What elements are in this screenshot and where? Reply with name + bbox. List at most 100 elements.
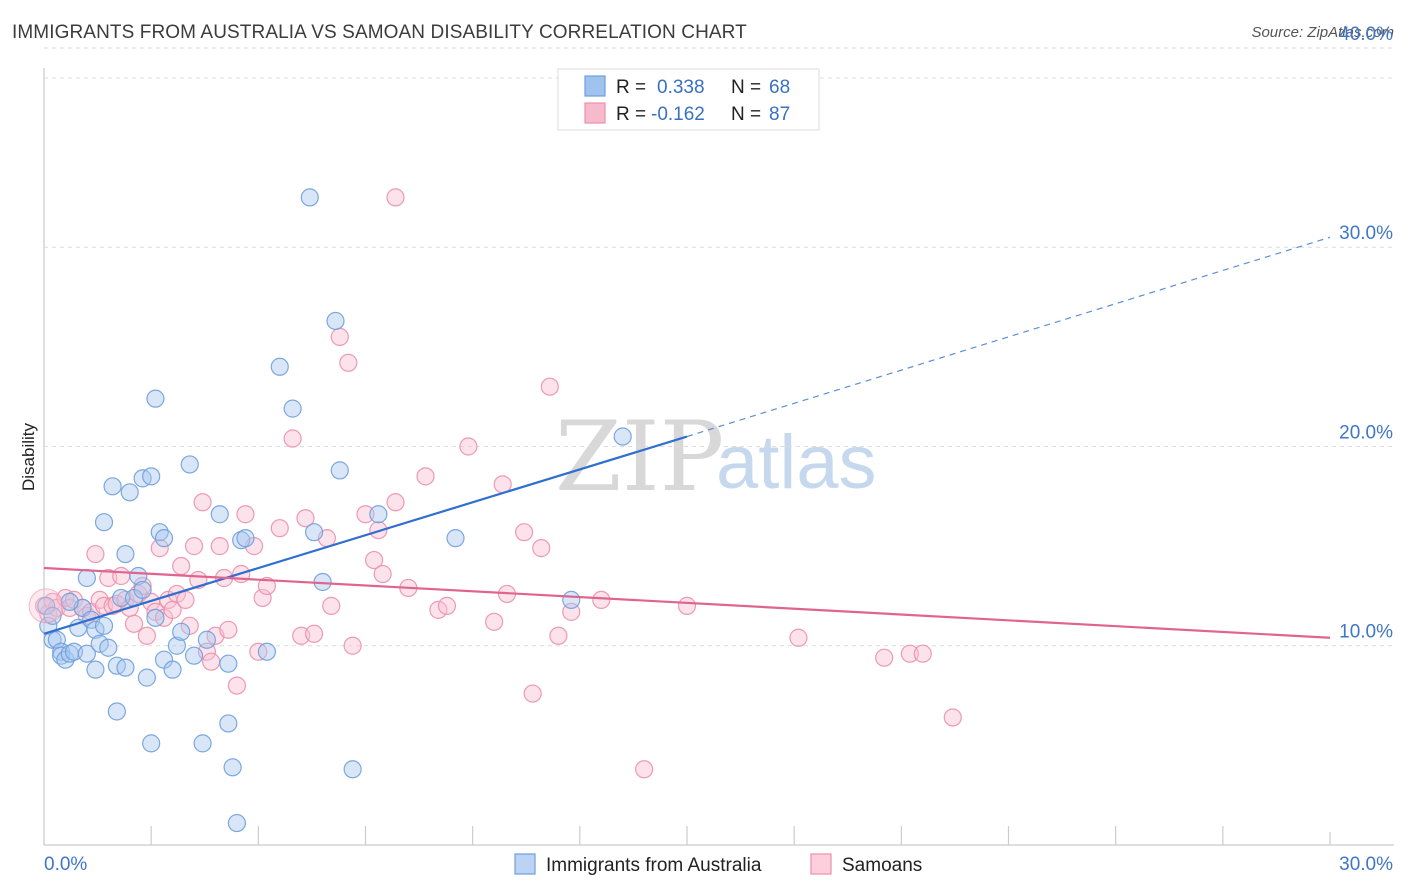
point-samoans bbox=[176, 590, 195, 610]
legend-n-value-samoans: 87 bbox=[769, 104, 790, 125]
point-australia bbox=[129, 566, 148, 586]
point-australia bbox=[37, 596, 56, 615]
legend-swatch-samoans bbox=[584, 102, 606, 124]
x-tick-label-max: 30.0% bbox=[1339, 854, 1393, 875]
point-australia bbox=[223, 758, 242, 777]
point-samoans bbox=[86, 544, 105, 564]
point-samoans bbox=[549, 626, 568, 645]
point-australia bbox=[343, 760, 362, 779]
point-australia bbox=[219, 714, 238, 733]
point-samoans bbox=[356, 505, 375, 524]
point-australia bbox=[326, 311, 345, 331]
point-australia bbox=[142, 734, 161, 753]
point-australia bbox=[43, 606, 62, 625]
point-samoans bbox=[330, 327, 349, 346]
legend-r-label-samoans: R = bbox=[616, 104, 646, 125]
point-australia bbox=[300, 188, 319, 207]
trend-line-australia bbox=[43, 435, 688, 635]
point-samoans bbox=[343, 636, 362, 655]
point-samoans bbox=[437, 596, 457, 615]
point-samoans bbox=[515, 523, 534, 542]
point-samoans bbox=[429, 600, 448, 619]
point-australia bbox=[94, 616, 114, 635]
legend-r-label-australia: R = bbox=[616, 77, 646, 98]
point-samoans bbox=[459, 437, 478, 456]
point-samoans bbox=[124, 614, 144, 633]
point-samoans bbox=[339, 353, 358, 372]
trend-lines bbox=[43, 236, 1331, 639]
point-australia bbox=[142, 467, 161, 486]
series-legend: Immigrants from Australia Samoans bbox=[514, 853, 922, 876]
y-axis-label: Disability bbox=[19, 422, 38, 491]
watermark-zip: ZIP bbox=[555, 401, 724, 513]
point-australia bbox=[197, 630, 216, 649]
point-samoans bbox=[322, 596, 341, 615]
point-australia bbox=[112, 588, 131, 608]
point-australia bbox=[77, 568, 96, 588]
point-samoans bbox=[540, 377, 559, 396]
point-samoans bbox=[943, 708, 962, 727]
point-samoans bbox=[253, 588, 272, 608]
point-samoans bbox=[257, 576, 277, 596]
point-australia bbox=[146, 389, 165, 408]
point-australia bbox=[120, 483, 139, 502]
point-australia bbox=[613, 427, 632, 446]
y-tick-label: 20.0% bbox=[1339, 422, 1393, 443]
point-australia bbox=[90, 634, 109, 653]
legend-n-value-australia: 68 bbox=[769, 77, 790, 98]
point-australia bbox=[283, 399, 302, 418]
point-samoans bbox=[532, 539, 551, 558]
point-samoans bbox=[416, 467, 435, 486]
point-australia bbox=[446, 529, 465, 548]
point-samoans bbox=[227, 676, 246, 695]
grid-lines bbox=[44, 47, 1394, 647]
point-samoans bbox=[373, 564, 392, 584]
point-australia bbox=[270, 357, 289, 376]
point-australia bbox=[86, 620, 105, 639]
data-points bbox=[28, 188, 962, 833]
point-samoans bbox=[150, 539, 169, 558]
point-samoans bbox=[592, 590, 611, 610]
chart-title: IMMIGRANTS FROM AUSTRALIA VS SAMOAN DISA… bbox=[12, 22, 747, 43]
point-australia bbox=[116, 658, 135, 677]
point-samoans bbox=[236, 505, 255, 524]
legend-n-label-samoans: N = bbox=[731, 104, 761, 125]
point-australia bbox=[146, 608, 165, 627]
point-samoans bbox=[900, 644, 920, 663]
point-samoans bbox=[137, 626, 156, 645]
point-australia bbox=[77, 644, 96, 663]
point-australia bbox=[369, 505, 388, 524]
y-tick-label: 10.0% bbox=[1339, 622, 1393, 643]
point-australia bbox=[257, 642, 277, 661]
point-australia bbox=[94, 513, 114, 532]
point-samoans bbox=[386, 188, 405, 207]
point-australia bbox=[116, 544, 135, 564]
point-australia bbox=[99, 638, 118, 657]
point-samoans bbox=[210, 537, 229, 556]
point-australia bbox=[60, 592, 79, 612]
point-australia bbox=[304, 523, 324, 542]
point-samoans bbox=[270, 519, 289, 538]
point-australia bbox=[86, 660, 105, 679]
point-australia bbox=[219, 654, 238, 673]
point-samoans bbox=[677, 596, 697, 615]
point-australia bbox=[137, 668, 156, 687]
point-samoans bbox=[364, 550, 384, 570]
point-australia bbox=[193, 734, 212, 753]
point-australia bbox=[210, 505, 229, 524]
point-australia bbox=[167, 636, 186, 655]
point-australia bbox=[103, 477, 122, 496]
point-samoans bbox=[485, 612, 504, 631]
y-tick-labels: 10.0% 20.0% 30.0% 40.0% bbox=[1339, 24, 1393, 643]
point-australia bbox=[330, 461, 349, 480]
series-legend-swatch-australia bbox=[514, 853, 536, 875]
legend-n-label-australia: N = bbox=[731, 77, 761, 98]
trend-line-samoans bbox=[43, 566, 1331, 639]
series-legend-label-australia: Immigrants from Australia bbox=[546, 855, 762, 876]
point-samoans bbox=[219, 620, 238, 639]
source-attribution: Source: ZipAtlas.com bbox=[1251, 24, 1394, 41]
point-australia bbox=[227, 813, 246, 833]
legend-r-value-samoans: -0.162 bbox=[651, 104, 705, 125]
point-samoans bbox=[112, 566, 131, 586]
